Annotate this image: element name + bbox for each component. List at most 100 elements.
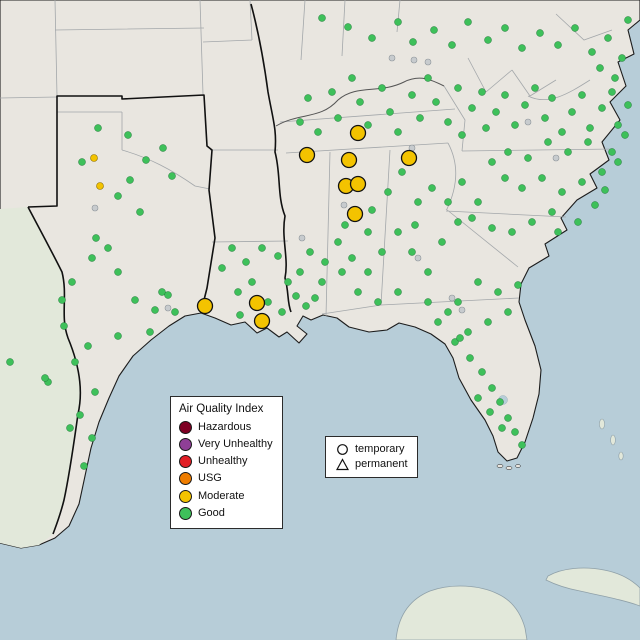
- station-dot[interactable]: [432, 98, 440, 106]
- station-dot[interactable]: [544, 138, 552, 146]
- station-dot[interactable]: [164, 291, 172, 299]
- station-dot[interactable]: [454, 84, 462, 92]
- station-dot[interactable]: [552, 154, 560, 162]
- station-dot[interactable]: [578, 178, 586, 186]
- station-dot[interactable]: [554, 228, 562, 236]
- station-circle-large[interactable]: [346, 205, 364, 223]
- station-dot[interactable]: [571, 24, 579, 32]
- station-dot[interactable]: [514, 281, 522, 289]
- station-dot[interactable]: [304, 94, 312, 102]
- station-dot[interactable]: [492, 108, 500, 116]
- station-dot[interactable]: [311, 294, 319, 302]
- station-dot[interactable]: [318, 278, 326, 286]
- station-dot[interactable]: [598, 104, 606, 112]
- station-dot[interactable]: [538, 174, 546, 182]
- station-circle-large[interactable]: [248, 294, 266, 312]
- station-dot[interactable]: [586, 124, 594, 132]
- station-dot[interactable]: [328, 88, 336, 96]
- station-dot[interactable]: [158, 288, 166, 296]
- station-dot[interactable]: [334, 238, 342, 246]
- station-dot[interactable]: [414, 198, 422, 206]
- station-dot[interactable]: [410, 56, 418, 64]
- station-dot[interactable]: [284, 278, 292, 286]
- station-dot[interactable]: [608, 148, 616, 156]
- station-dot[interactable]: [296, 268, 304, 276]
- station-dot[interactable]: [464, 328, 472, 336]
- station-dot[interactable]: [501, 91, 509, 99]
- station-circle-large[interactable]: [298, 146, 316, 164]
- station-dot[interactable]: [96, 182, 104, 190]
- station-dot[interactable]: [604, 34, 612, 42]
- station-dot[interactable]: [68, 278, 76, 286]
- station-dot[interactable]: [136, 208, 144, 216]
- station-dot[interactable]: [409, 38, 417, 46]
- station-dot[interactable]: [58, 296, 66, 304]
- station-dot[interactable]: [60, 322, 68, 330]
- station-dot[interactable]: [444, 198, 452, 206]
- station-dot[interactable]: [296, 118, 304, 126]
- station-dot[interactable]: [408, 248, 416, 256]
- station-dot[interactable]: [521, 101, 529, 109]
- station-dot[interactable]: [242, 258, 250, 266]
- station-dot[interactable]: [424, 58, 432, 66]
- station-dot[interactable]: [388, 54, 396, 62]
- station-dot[interactable]: [354, 288, 362, 296]
- station-dot[interactable]: [292, 292, 300, 300]
- station-circle-large[interactable]: [400, 149, 418, 167]
- station-dot[interactable]: [554, 41, 562, 49]
- station-dot[interactable]: [394, 18, 402, 26]
- station-dot[interactable]: [424, 298, 432, 306]
- station-dot[interactable]: [458, 178, 466, 186]
- station-dot[interactable]: [511, 428, 519, 436]
- station-dot[interactable]: [91, 388, 99, 396]
- station-dot[interactable]: [518, 44, 526, 52]
- station-dot[interactable]: [558, 128, 566, 136]
- station-dot[interactable]: [126, 176, 134, 184]
- station-dot[interactable]: [80, 462, 88, 470]
- station-dot[interactable]: [306, 248, 314, 256]
- station-dot[interactable]: [618, 54, 626, 62]
- station-dot[interactable]: [444, 118, 452, 126]
- station-dot[interactable]: [598, 168, 606, 176]
- station-dot[interactable]: [104, 244, 112, 252]
- station-circle-large[interactable]: [196, 297, 214, 315]
- station-dot[interactable]: [338, 268, 346, 276]
- station-dot[interactable]: [364, 121, 372, 129]
- station-dot[interactable]: [386, 108, 394, 116]
- station-dot[interactable]: [451, 338, 459, 346]
- station-dot[interactable]: [6, 358, 14, 366]
- station-dot[interactable]: [364, 228, 372, 236]
- station-dot[interactable]: [398, 168, 406, 176]
- station-dot[interactable]: [474, 198, 482, 206]
- station-dot[interactable]: [482, 124, 490, 132]
- station-dot[interactable]: [416, 114, 424, 122]
- station-dot[interactable]: [428, 184, 436, 192]
- station-dot[interactable]: [511, 121, 519, 129]
- station-dot[interactable]: [258, 244, 266, 252]
- station-dot[interactable]: [88, 254, 96, 262]
- station-dot[interactable]: [218, 264, 226, 272]
- station-dot[interactable]: [318, 14, 326, 22]
- station-dot[interactable]: [474, 394, 482, 402]
- station-dot[interactable]: [508, 228, 516, 236]
- station-dot[interactable]: [574, 218, 582, 226]
- station-dot[interactable]: [468, 214, 476, 222]
- station-dot[interactable]: [498, 424, 506, 432]
- station-dot[interactable]: [518, 184, 526, 192]
- station-dot[interactable]: [84, 342, 92, 350]
- station-dot[interactable]: [408, 91, 416, 99]
- station-dot[interactable]: [94, 124, 102, 132]
- station-dot[interactable]: [488, 158, 496, 166]
- station-dot[interactable]: [90, 154, 98, 162]
- station-dot[interactable]: [131, 296, 139, 304]
- station-dot[interactable]: [414, 254, 422, 262]
- station-dot[interactable]: [548, 94, 556, 102]
- station-dot[interactable]: [621, 131, 629, 139]
- station-dot[interactable]: [234, 288, 242, 296]
- station-dot[interactable]: [484, 36, 492, 44]
- station-dot[interactable]: [456, 334, 464, 342]
- station-dot[interactable]: [171, 308, 179, 316]
- station-dot[interactable]: [384, 188, 392, 196]
- station-dot[interactable]: [478, 88, 486, 96]
- station-dot[interactable]: [348, 74, 356, 82]
